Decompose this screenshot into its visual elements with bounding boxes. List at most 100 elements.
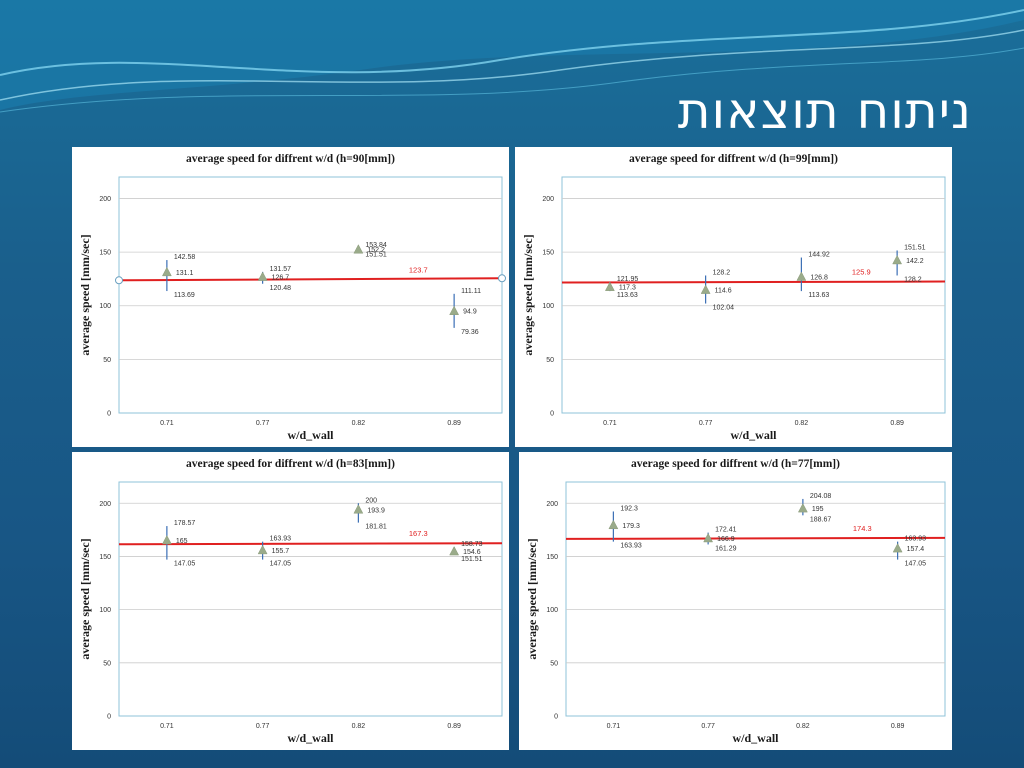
data-label-max: 151.51 [904,244,926,251]
x-tick-label: 0.71 [607,723,621,730]
x-tick-label: 0.77 [256,420,270,427]
chart-title: average speed for diffrent w/d (h=90[mm]… [186,153,395,165]
data-point-marker [449,546,460,556]
x-tick-label: 0.71 [160,420,174,427]
x-axis-label: w/d_wall [732,731,779,745]
data-label-min: 120.48 [270,285,292,292]
data-label-max: 204.08 [810,493,832,500]
data-label-max: 200 [365,497,377,504]
y-axis-label: average speed [mm/sec] [525,538,539,659]
chart-panel-h83: average speed for diffrent w/d (h=83[mm]… [72,452,509,750]
data-label-mean: 152.2 [367,247,385,254]
x-tick-label: 0.71 [603,420,617,427]
data-point-marker [449,305,460,315]
data-label-min: 79.36 [461,329,479,336]
data-label-mean: 126.8 [810,274,828,281]
data-label-max: 192.3 [620,505,638,512]
x-tick-label: 0.71 [160,723,174,730]
x-tick-label: 0.89 [447,420,461,427]
data-label-mean: 155.7 [272,548,290,555]
chart-h99: average speed for diffrent w/d (h=99[mm]… [521,153,946,442]
y-tick-label: 200 [546,501,558,508]
y-tick-label: 150 [99,250,111,257]
x-tick-label: 0.77 [699,420,713,427]
data-label-min: 102.04 [713,305,735,312]
plot-area [118,176,503,414]
data-label-min: 113.69 [174,292,195,299]
data-label-mean: 193.9 [367,507,385,514]
data-point-marker [703,532,714,543]
data-point-marker [797,503,808,513]
data-point-marker [796,271,807,281]
chart-h90: average speed for diffrent w/d (h=90[mm]… [78,153,506,442]
data-point-marker [161,266,172,277]
data-label-mean: 195 [812,506,824,513]
plot-area [565,481,946,717]
data-point-marker [257,271,268,281]
y-tick-label: 0 [554,714,558,721]
average-line [118,277,503,282]
x-tick-label: 0.89 [890,420,904,427]
data-label-min: 181.81 [365,524,387,531]
chart-title: average speed for diffrent w/d (h=99[mm]… [629,153,838,165]
y-axis-label: average speed [mm/sec] [521,234,535,355]
data-label-min: 128.2 [904,276,922,283]
y-tick-label: 200 [99,196,111,203]
data-label-mean: 114.6 [715,288,732,295]
x-tick-label: 0.82 [352,723,366,730]
data-label-min: 113.63 [617,292,638,299]
data-label-mean: 126.7 [272,275,290,282]
data-point-marker [161,534,172,545]
average-line [118,542,503,546]
y-tick-label: 0 [550,411,554,418]
data-point-marker [353,244,364,254]
y-tick-label: 200 [99,501,111,508]
chart-panel-h99: average speed for diffrent w/d (h=99[mm]… [515,147,952,447]
data-point-marker [700,284,711,294]
data-label-max: 121.95 [617,276,639,283]
data-label-max: 128.2 [713,269,731,276]
average-line [561,280,946,284]
data-label-mean: 166.9 [717,536,735,543]
y-tick-label: 50 [103,660,111,667]
data-label-max: 153.84 [365,242,387,249]
y-tick-label: 100 [99,303,111,310]
data-label-max: 163.93 [905,536,927,543]
data-label-mean: 94.9 [463,309,477,316]
x-axis-label: w/d_wall [287,731,334,745]
data-label-mean: 165 [176,538,188,545]
chart-title: average speed for diffrent w/d (h=83[mm]… [186,458,395,470]
average-label: 123.7 [409,265,428,274]
plot-area [561,176,946,414]
data-label-mean: 157.4 [907,546,925,553]
y-tick-label: 100 [542,303,554,310]
y-tick-label: 150 [99,554,111,561]
data-label-min: 188.67 [810,516,832,523]
data-point-marker [892,543,903,553]
x-tick-label: 0.77 [701,723,715,730]
data-label-mean: 117.3 [619,285,636,292]
x-tick-label: 0.89 [447,723,461,730]
data-label-max: 144.92 [808,252,830,259]
data-point-marker [604,281,615,291]
data-label-mean: 131.1 [176,270,194,277]
data-label-max: 158.73 [461,541,483,548]
y-tick-label: 50 [550,660,558,667]
data-label-max: 172.41 [715,527,737,534]
data-label-mean: 179.3 [622,523,640,530]
chart-title: average speed for diffrent w/d (h=77[mm]… [631,458,840,470]
data-label-min: 151.51 [461,556,483,563]
y-tick-label: 50 [546,357,554,364]
average-line [565,536,946,540]
y-tick-label: 0 [107,411,111,418]
average-line-handle [115,276,123,285]
data-point-marker [353,504,364,514]
header-waves [0,0,1024,113]
average-label: 167.3 [409,529,428,538]
y-axis-label: average speed [mm/sec] [78,538,92,659]
data-label-min: 147.05 [905,561,927,568]
y-tick-label: 50 [103,357,111,364]
data-point-marker [608,519,619,530]
data-label-max: 131.57 [270,266,292,273]
chart-panel-h90: average speed for diffrent w/d (h=90[mm]… [72,147,509,447]
